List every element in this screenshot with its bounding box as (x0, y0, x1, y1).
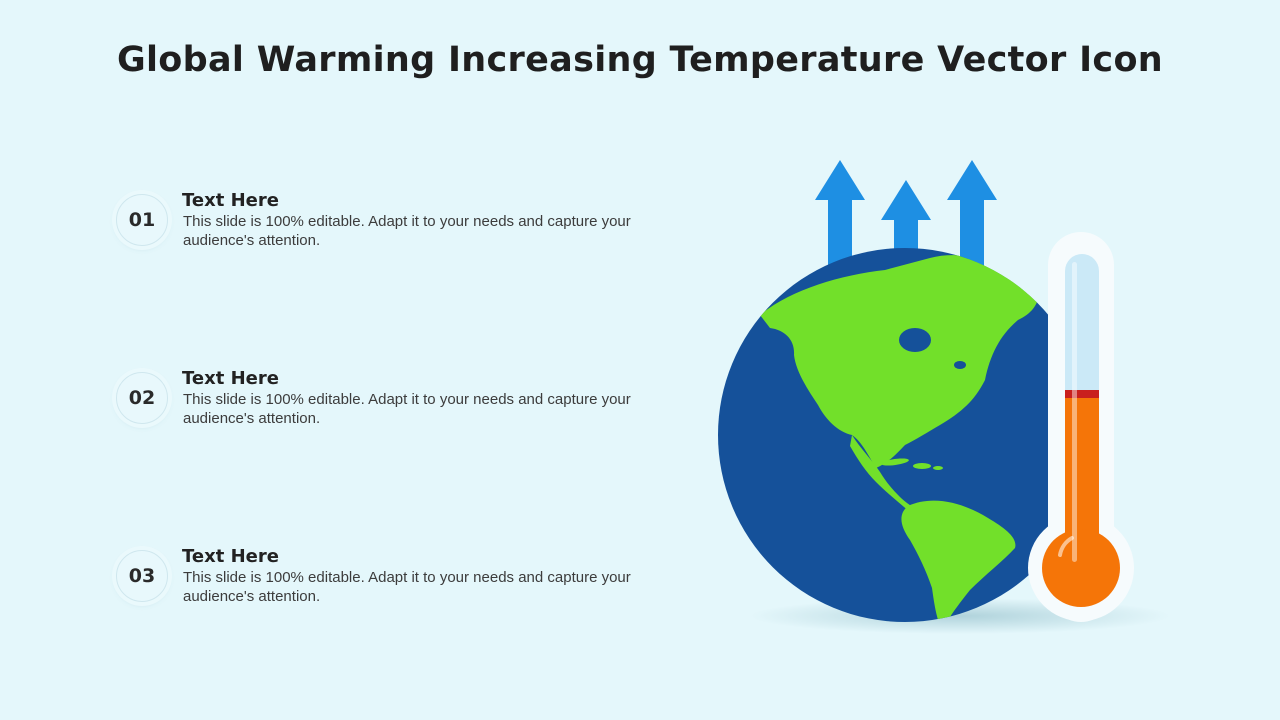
up-arrow-icon (947, 160, 997, 275)
up-arrow-icon (815, 160, 865, 275)
global-warming-illustration (700, 150, 1180, 650)
item-title: Text Here (182, 190, 279, 211)
item-description: This slide is 100% editable. Adapt it to… (183, 569, 631, 605)
item-number-badge: 02 (116, 372, 168, 424)
up-arrow-icon (881, 180, 931, 275)
item-description: This slide is 100% editable. Adapt it to… (183, 391, 631, 427)
list-item-3: 03 Text Here This slide is 100% editable… (112, 546, 652, 616)
list-item-2: 02 Text Here This slide is 100% editable… (112, 368, 652, 438)
item-title: Text Here (182, 546, 279, 567)
item-number-badge: 03 (116, 550, 168, 602)
list-item-1: 01 Text Here This slide is 100% editable… (112, 190, 652, 260)
slide-title: Global Warming Increasing Temperature Ve… (116, 40, 1164, 80)
globe-icon (718, 248, 1092, 622)
item-number-badge: 01 (116, 194, 168, 246)
item-description: This slide is 100% editable. Adapt it to… (183, 213, 631, 249)
item-title: Text Here (182, 368, 279, 389)
thermometer-icon (1028, 232, 1134, 622)
